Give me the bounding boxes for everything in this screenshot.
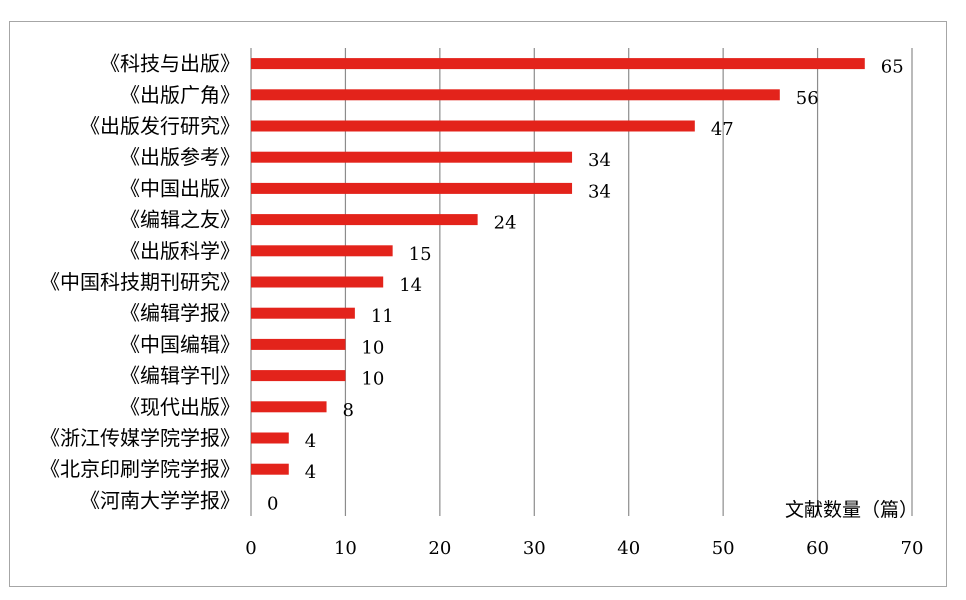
bar <box>251 214 478 226</box>
category-label: 《浙江传媒学院学报》 <box>40 426 240 450</box>
data-label: 34 <box>588 181 611 202</box>
bars <box>251 58 865 475</box>
bar <box>251 307 355 319</box>
x-tick-label: 40 <box>617 538 640 559</box>
category-label: 《出版广角》 <box>120 83 240 107</box>
bar <box>251 245 393 257</box>
x-tick-labels: 0 10 20 30 40 50 60 70 <box>245 538 923 559</box>
category-label: 《中国科技期刊研究》 <box>40 270 240 294</box>
category-label: 《科技与出版》 <box>100 52 240 76</box>
data-label: 0 <box>267 493 278 514</box>
category-label: 《河南大学学报》 <box>80 488 240 512</box>
data-label: 56 <box>796 88 819 109</box>
x-tick-label: 20 <box>428 538 451 559</box>
data-label: 34 <box>588 150 611 171</box>
bar <box>251 89 780 101</box>
bar <box>251 432 289 444</box>
bar <box>251 370 346 382</box>
bar <box>251 182 573 194</box>
x-tick-label: 10 <box>334 538 357 559</box>
data-label: 65 <box>881 57 904 78</box>
category-label: 《中国出版》 <box>120 176 240 200</box>
category-labels: 《科技与出版》《出版广角》《出版发行研究》《出版参考》《中国出版》《编辑之友》《… <box>40 52 240 513</box>
bar <box>251 338 346 350</box>
data-label: 4 <box>305 462 316 483</box>
data-label: 14 <box>399 275 422 296</box>
x-axis-title: 文献数量（篇） <box>785 499 918 521</box>
category-label: 《出版科学》 <box>120 239 240 263</box>
bar <box>251 401 327 413</box>
x-tick-label: 30 <box>523 538 546 559</box>
x-tick-label: 70 <box>901 538 924 559</box>
data-label: 10 <box>361 369 384 390</box>
data-label: 24 <box>494 213 517 234</box>
bar <box>251 276 384 288</box>
x-tick-label: 0 <box>245 538 256 559</box>
category-label: 《编辑学报》 <box>120 301 240 325</box>
category-label: 《编辑学刊》 <box>120 364 240 388</box>
category-label: 《中国编辑》 <box>120 332 240 356</box>
data-label: 8 <box>343 400 354 421</box>
data-label: 10 <box>361 337 384 358</box>
x-tick-label: 60 <box>806 538 829 559</box>
bar <box>251 151 573 163</box>
category-label: 《出版参考》 <box>120 145 240 169</box>
category-label: 《编辑之友》 <box>120 208 240 232</box>
category-label: 《出版发行研究》 <box>80 114 240 138</box>
chart-frame <box>9 21 947 587</box>
category-label: 《北京印刷学院学报》 <box>40 457 240 481</box>
data-label: 4 <box>305 431 316 452</box>
data-label: 11 <box>371 306 394 327</box>
data-label: 15 <box>409 244 432 265</box>
bar <box>251 463 289 475</box>
bar <box>251 58 865 70</box>
data-label: 47 <box>711 119 734 140</box>
x-tick-label: 50 <box>712 538 735 559</box>
bar <box>251 120 695 132</box>
category-label: 《现代出版》 <box>120 395 240 419</box>
